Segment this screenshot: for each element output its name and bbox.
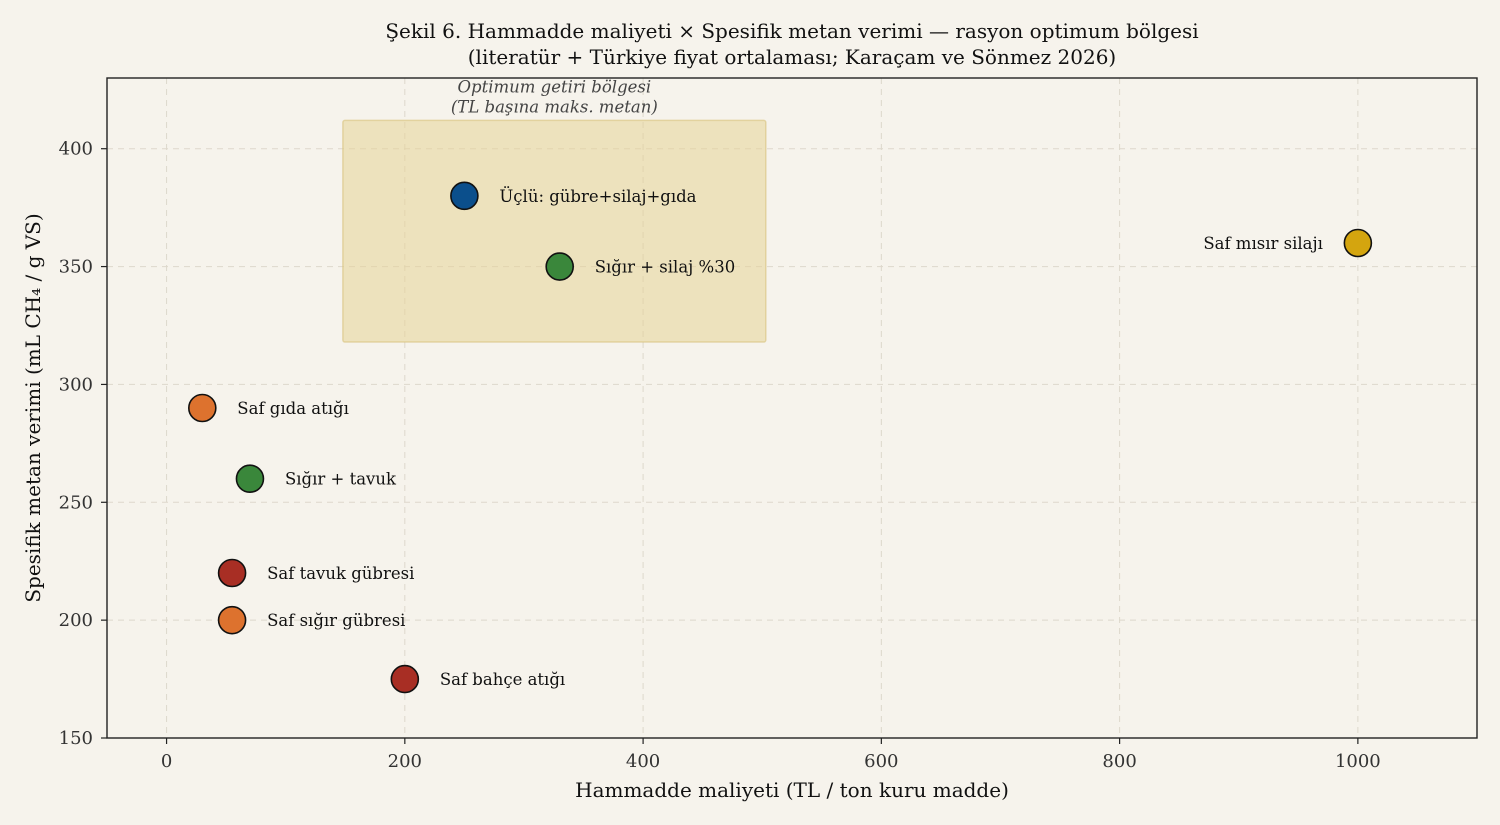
- data-point: [188, 393, 217, 423]
- data-point-label: Saf bahçe atığı: [440, 670, 565, 689]
- y-tick-label: 150: [59, 728, 93, 749]
- y-tick-label: 300: [59, 374, 93, 395]
- y-axis-label: Spesifik metan verimi (mL CH₄ / g VS): [21, 213, 45, 602]
- data-point: [450, 181, 479, 211]
- data-points: Üçlü: gübre+silaj+gıda Sığır + silaj %30 S…: [188, 181, 1373, 694]
- plot-frame: [106, 77, 1478, 739]
- x-tick-label: 1000: [1335, 751, 1381, 772]
- y-tick-label: 250: [59, 492, 93, 513]
- y-tick-label: 400: [59, 139, 93, 160]
- data-point: [1343, 228, 1373, 258]
- x-tick-label: 600: [864, 751, 898, 772]
- y-axis-ticks: 150 200 250 300 350 400: [59, 139, 107, 749]
- data-point-label: Saf sığır gübresi: [267, 611, 405, 630]
- x-tick-label: 400: [626, 751, 660, 772]
- x-tick-label: 200: [388, 751, 422, 772]
- y-tick-label: 200: [59, 610, 93, 631]
- data-point: [217, 605, 247, 635]
- data-point: [235, 464, 265, 494]
- chart-title-line1: Şekil 6. Hammadde maliyeti × Spesifik me…: [385, 19, 1198, 43]
- x-tick-label: 0: [161, 751, 172, 772]
- data-point-label: Saf mısır silajı: [1203, 234, 1323, 253]
- data-point-label: Saf tavuk gübresi: [267, 564, 414, 583]
- data-point: [390, 664, 420, 694]
- data-point-label: Saf gıda atığı: [237, 399, 349, 418]
- data-point: [545, 252, 574, 281]
- optimum-region-label-line1: Optimum getiri bölgesi: [458, 77, 652, 96]
- x-axis-ticks: 0 200 400 600 800 1000: [161, 738, 1381, 772]
- chart-title-line2: (literatür + Türkiye fiyat ortalaması; K…: [468, 45, 1117, 69]
- y-tick-label: 350: [59, 257, 93, 278]
- x-axis-label: Hammadde maliyeti (TL / ton kuru madde): [575, 778, 1009, 802]
- data-point-label: Sığır + tavuk: [285, 470, 397, 489]
- data-point: [217, 558, 247, 588]
- optimum-region-rect: [342, 119, 767, 343]
- optimum-region: Optimum getiri bölgesi(TL başına maks. m…: [342, 77, 767, 343]
- data-point-label: Üçlü: gübre+silaj+gıda: [499, 186, 696, 206]
- x-tick-label: 800: [1102, 751, 1136, 772]
- optimum-region-label-line2: (TL başına maks. metan): [451, 97, 658, 116]
- data-point-label: Sığır + silaj %30: [595, 258, 736, 277]
